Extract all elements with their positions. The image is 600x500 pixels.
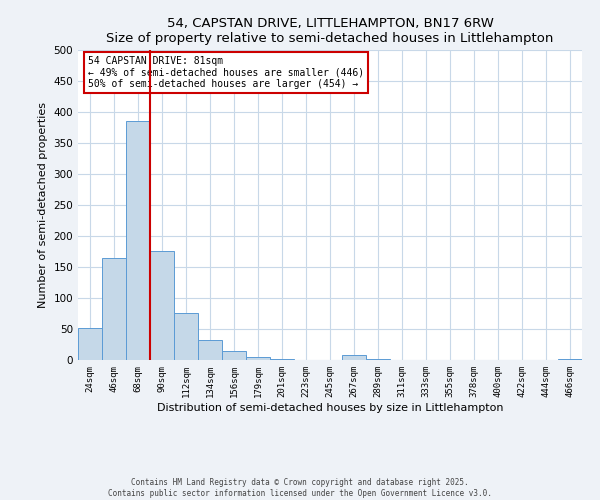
- Bar: [246, 357, 270, 360]
- Bar: [126, 122, 150, 360]
- Bar: [150, 251, 174, 360]
- Y-axis label: Number of semi-detached properties: Number of semi-detached properties: [38, 102, 48, 308]
- Bar: [366, 359, 390, 360]
- Bar: [222, 352, 246, 360]
- X-axis label: Distribution of semi-detached houses by size in Littlehampton: Distribution of semi-detached houses by …: [157, 402, 503, 412]
- Bar: [342, 355, 366, 360]
- Title: 54, CAPSTAN DRIVE, LITTLEHAMPTON, BN17 6RW
Size of property relative to semi-det: 54, CAPSTAN DRIVE, LITTLEHAMPTON, BN17 6…: [106, 16, 554, 44]
- Bar: [174, 313, 198, 360]
- Bar: [198, 340, 222, 360]
- Text: 54 CAPSTAN DRIVE: 81sqm
← 49% of semi-detached houses are smaller (446)
50% of s: 54 CAPSTAN DRIVE: 81sqm ← 49% of semi-de…: [88, 56, 364, 90]
- Bar: [102, 258, 126, 360]
- Text: Contains HM Land Registry data © Crown copyright and database right 2025.
Contai: Contains HM Land Registry data © Crown c…: [108, 478, 492, 498]
- Bar: [78, 328, 102, 360]
